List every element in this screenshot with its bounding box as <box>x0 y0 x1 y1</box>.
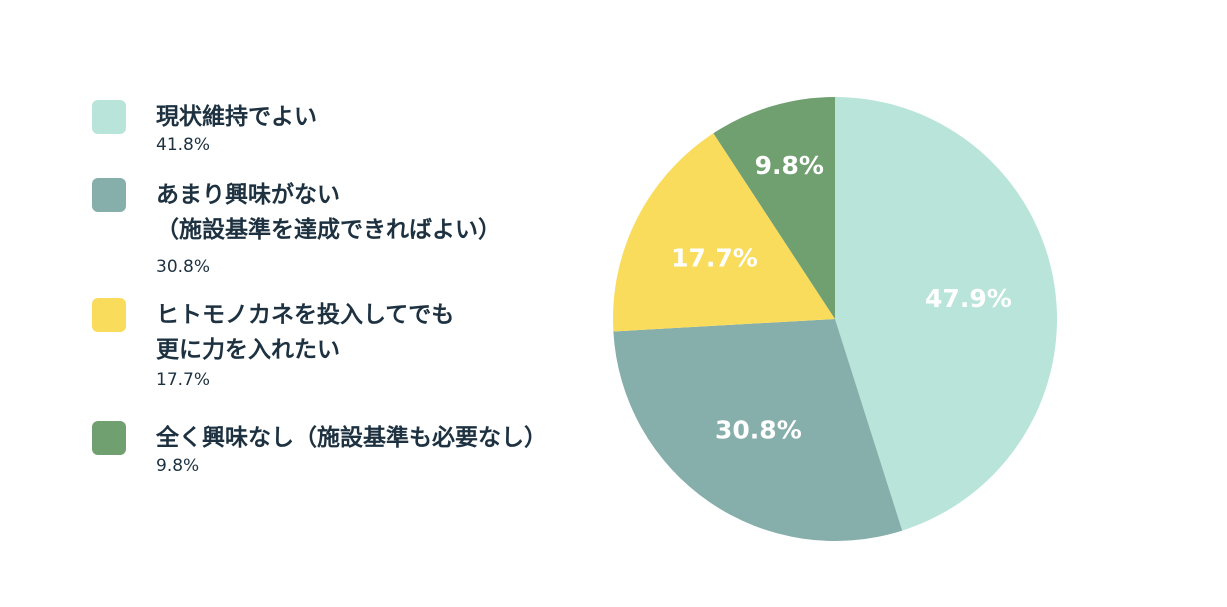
pie-slice-3 <box>713 97 835 319</box>
legend-label: 現状維持でよい <box>156 100 317 135</box>
legend-value: 17.7% <box>156 370 211 390</box>
legend-label: あまり興味がない （施設基準を達成できればよい） <box>156 178 501 248</box>
legend-swatch <box>92 421 126 455</box>
legend-label: 全く興味なし（施設基準も必要なし） <box>156 421 547 456</box>
legend-swatch <box>92 298 126 332</box>
pie-slice-label-1: 30.8% <box>715 416 802 445</box>
pie-slice-2 <box>613 133 835 332</box>
legend-label-line: 更に力を入れたい <box>156 337 340 363</box>
legend-value: 9.8% <box>156 456 200 476</box>
pie-slice-label-0: 47.9% <box>925 284 1012 313</box>
legend-label-line: ヒトモノカネを投入してでも <box>156 302 455 328</box>
legend-label-line: 全く興味なし（施設基準も必要なし） <box>156 425 547 451</box>
pie-slice-label-2: 17.7% <box>671 244 758 273</box>
legend-label-line: あまり興味がない <box>156 182 340 208</box>
legend-label-line: （施設基準を達成できればよい） <box>156 217 501 243</box>
pie-chart: 47.9% 30.8% 17.7% 9.8% <box>613 97 1057 541</box>
pie-slice-1 <box>613 319 903 541</box>
legend-label: ヒトモノカネを投入してでも 更に力を入れたい <box>156 298 454 368</box>
legend-value: 41.8% <box>156 135 211 155</box>
legend-swatch <box>92 178 126 212</box>
pie-slice-label-3: 9.8% <box>755 151 824 180</box>
pie-slice-0 <box>835 97 1057 531</box>
legend-label-line: 現状維持でよい <box>156 104 317 130</box>
legend-swatch <box>92 100 126 134</box>
legend-value: 30.8% <box>156 257 211 277</box>
legend: 現状維持でよい 41.8% あまり興味がない （施設基準を達成できればよい） 3… <box>0 0 600 607</box>
